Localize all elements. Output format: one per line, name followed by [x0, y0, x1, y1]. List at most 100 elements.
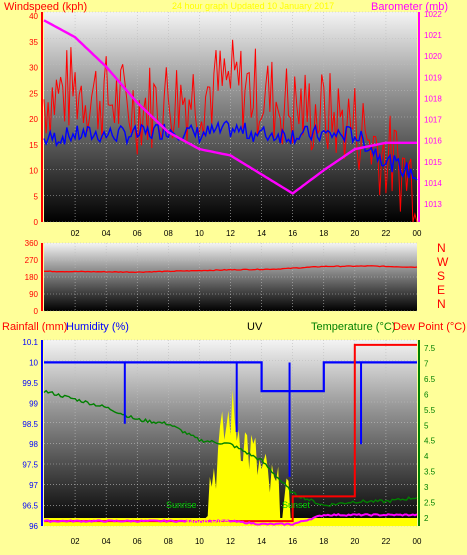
y-tick-label: 5 — [34, 192, 39, 201]
temperature-axis-title: Temperature (°C) — [311, 321, 395, 333]
x-tick-label: 10 — [195, 537, 204, 546]
y-tick-label: 99.5 — [22, 379, 38, 388]
y-tick-label: 1016 — [424, 137, 442, 146]
y-tick-label: 270 — [25, 256, 39, 265]
y-tick-label: 180 — [25, 273, 39, 282]
y-tick-label: 6.5 — [424, 375, 436, 384]
x-tick-label: 14 — [257, 537, 266, 546]
series-marks — [43, 19, 418, 526]
x-tick-label: 06 — [133, 537, 142, 546]
y-tick-label: 1015 — [424, 158, 442, 167]
y-tick-label: 90 — [29, 290, 38, 299]
y-tick-label: 30 — [29, 64, 38, 73]
wind-direction-line — [44, 265, 418, 274]
x-tick-label: 16 — [288, 537, 297, 546]
y-tick-label: 3.5 — [424, 468, 436, 477]
x-tick-label: 00 — [413, 537, 422, 546]
x-tick-label: 22 — [381, 537, 390, 546]
x-tick-label: 20 — [350, 537, 359, 546]
x-tick-label: 22 — [381, 229, 390, 238]
y-tick-label: 1014 — [424, 179, 442, 188]
x-tick-label: 20 — [350, 229, 359, 238]
y-tick-label: 25 — [29, 89, 38, 98]
wind-gust-line — [43, 39, 418, 223]
x-tick-label: 18 — [319, 537, 328, 546]
uv-area — [44, 389, 417, 526]
x-tick-label: 12 — [226, 537, 235, 546]
moonset-label: Moon Set — [336, 518, 375, 528]
y-tick-label: 97 — [29, 481, 38, 490]
x-tick-label: 16 — [288, 229, 297, 238]
x-tick-label: 02 — [71, 229, 80, 238]
y-tick-label: 6 — [424, 390, 429, 399]
dewpoint-line — [43, 513, 418, 526]
rainfall-axis-title: Rainfall (mm) — [2, 321, 67, 333]
y-tick-label: 98 — [29, 440, 38, 449]
x-tick-label: 18 — [319, 229, 328, 238]
barometer-line — [43, 19, 417, 195]
y-tick-label: 96 — [29, 522, 38, 531]
y-tick-label: 96.5 — [22, 502, 38, 511]
y-tick-label: 10.1 — [22, 338, 38, 347]
sunset-label: Sunset — [282, 500, 311, 510]
sunrise-label: Sunrise — [166, 500, 197, 510]
y-tick-label: 98.5 — [22, 420, 38, 429]
moonrise-label: Moon Rise — [186, 517, 229, 527]
y-tick-label: 5.5 — [424, 406, 436, 415]
y-tick-label: 10 — [29, 167, 38, 176]
windspeed-axis-title: Windspeed (kph) — [4, 1, 87, 13]
x-tick-label: 12 — [226, 229, 235, 238]
compass-label: N — [437, 241, 446, 255]
dewpoint-axis-title: Dew Point (°C) — [393, 321, 466, 333]
compass-label: N — [437, 297, 446, 311]
wind-average-line — [43, 120, 418, 181]
x-tick-label: 04 — [102, 537, 111, 546]
y-tick-label: 40 — [29, 12, 38, 21]
y-tick-label: 2 — [424, 514, 429, 523]
barometer-axis-title: Barometer (mb) — [371, 1, 448, 13]
update-timestamp: 24 hour graph Updated 10 January 2017 — [172, 1, 334, 11]
axis-tick-labels: 4035302520151050102210211020101910181017… — [22, 10, 442, 546]
y-tick-label: 7 — [424, 359, 429, 368]
y-tick-label: 4 — [424, 452, 429, 461]
y-tick-label: 5 — [424, 421, 429, 430]
humidity-line — [43, 389, 418, 507]
grid-lines — [41, 11, 420, 527]
x-tick-label: 14 — [257, 229, 266, 238]
compass-label: S — [437, 269, 445, 283]
y-tick-label: 15 — [29, 141, 38, 150]
y-tick-label: 1017 — [424, 116, 442, 125]
x-tick-label: 06 — [133, 229, 142, 238]
y-tick-label: 1019 — [424, 73, 442, 82]
uv-axis-title: UV — [247, 321, 263, 333]
y-tick-label: 10 — [29, 358, 38, 367]
y-tick-label: 35 — [29, 38, 38, 47]
y-tick-label: 1021 — [424, 31, 442, 40]
x-tick-label: 00 — [413, 229, 422, 238]
x-tick-label: 08 — [164, 537, 173, 546]
y-tick-label: 3 — [424, 483, 429, 492]
y-tick-label: 99 — [29, 399, 38, 408]
y-tick-label: 20 — [29, 115, 38, 124]
y-tick-label: 1013 — [424, 200, 442, 209]
x-tick-label: 02 — [71, 537, 80, 546]
x-tick-label: 10 — [195, 229, 204, 238]
y-tick-label: 0 — [34, 307, 39, 316]
x-tick-label: 04 — [102, 229, 111, 238]
y-tick-label: 0 — [34, 218, 39, 227]
y-tick-label: 2.5 — [424, 499, 436, 508]
rainfall-line — [44, 361, 417, 393]
y-tick-label: 1022 — [424, 10, 442, 19]
y-tick-label: 1020 — [424, 52, 442, 61]
x-tick-label: 08 — [164, 229, 173, 238]
y-tick-label: 1018 — [424, 94, 442, 103]
compass-label: W — [437, 255, 449, 269]
humidity-axis-title: Humidity (%) — [66, 321, 129, 333]
y-tick-label: 4.5 — [424, 437, 436, 446]
y-tick-label: 360 — [25, 239, 39, 248]
y-tick-label: 97.5 — [22, 461, 38, 470]
y-tick-label: 7.5 — [424, 344, 436, 353]
compass-label: E — [437, 283, 445, 297]
